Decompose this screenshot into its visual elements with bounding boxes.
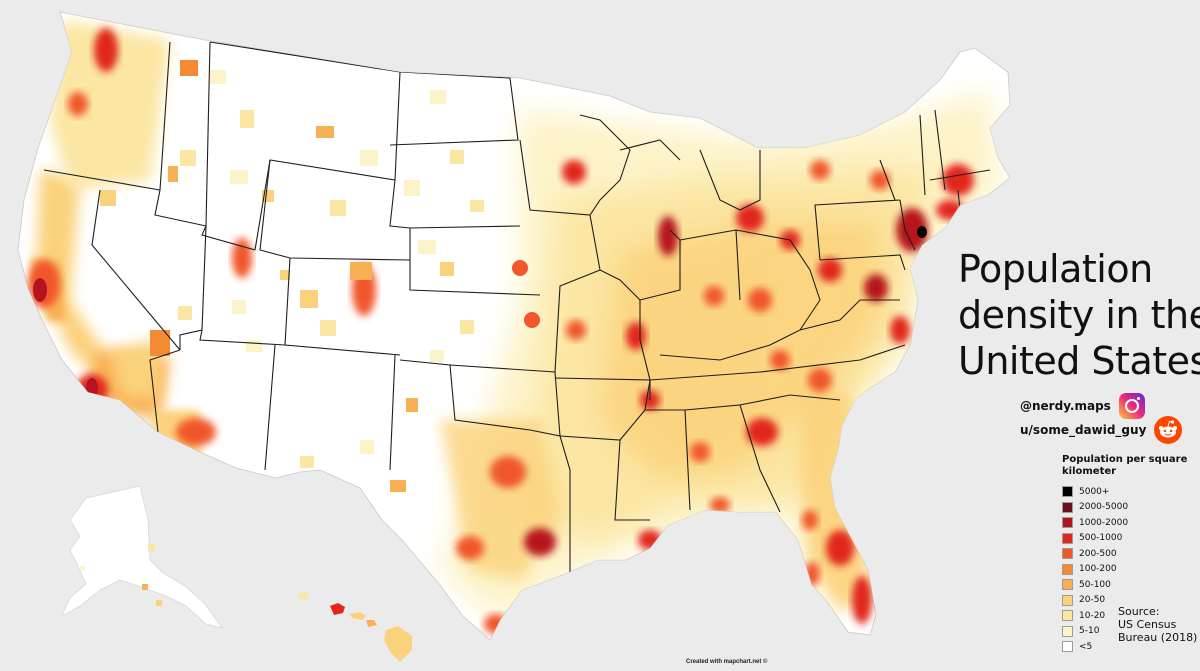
title-line-2: density in the [958,293,1200,337]
legend-label: 20-50 [1079,595,1106,606]
legend-label: 10-20 [1079,610,1106,621]
density-legend: Population per square kilometer 5000+ 200… [1062,454,1194,655]
legend-label: 200-500 [1079,548,1117,559]
state-borders [43,41,991,580]
reddit-handle[interactable]: u/some_dawid_guy [1020,423,1147,437]
legend-item: 1000-2000 [1062,515,1194,531]
legend-label: 50-100 [1079,579,1111,590]
map-title: Population density in the United States [958,246,1200,384]
legend-label: 5000+ [1079,486,1110,497]
legend-label: 2000-5000 [1079,502,1129,513]
legend-item: 5000+ [1062,484,1194,500]
legend-label: <5 [1079,641,1093,652]
instagram-icon[interactable] [1118,393,1145,419]
legend-swatch [1062,641,1073,653]
legend-swatch [1062,563,1073,575]
legend-swatch [1062,610,1073,622]
density-layer [28,20,1000,634]
legend-swatch [1062,548,1073,560]
legend-swatch [1062,594,1073,606]
source-line-1: US Census [1118,618,1177,631]
title-line-3: United States [958,339,1200,383]
instagram-credit[interactable]: @nerdy.maps [1020,392,1145,420]
legend-item: 100-200 [1062,562,1194,578]
legend-item: 50-100 [1062,577,1194,593]
legend-swatch [1062,625,1073,637]
legend-item: 5-10 [1062,624,1194,640]
legend-item: 10-20 [1062,608,1194,624]
legend-label: 1000-2000 [1079,517,1129,528]
alaska-density [80,544,162,606]
legend-swatch [1062,517,1073,529]
reddit-credit[interactable]: u/some_dawid_guy [1020,416,1183,444]
legend-item: 20-50 [1062,593,1194,609]
hawaii-shape [298,592,412,662]
source-note: Source: US Census Bureau (2018) [1118,605,1197,644]
legend-item: 200-500 [1062,546,1194,562]
legend-label: 5-10 [1079,626,1100,637]
legend-item: <5 [1062,639,1194,655]
legend-label: 500-1000 [1079,533,1123,544]
legend-swatch [1062,579,1073,591]
title-line-1: Population [958,247,1153,291]
legend-swatch [1062,501,1073,513]
reddit-icon[interactable] [1154,416,1183,444]
alaska-shape [61,485,223,629]
legend-item: 2000-5000 [1062,500,1194,516]
source-line-2: Bureau (2018) [1118,631,1198,644]
legend-swatch [1062,486,1073,498]
source-label: Source: [1118,605,1160,618]
instagram-handle[interactable]: @nerdy.maps [1020,399,1111,413]
legend-label: 100-200 [1079,564,1117,575]
legend-swatch [1062,532,1073,544]
legend-title: Population per square kilometer [1062,454,1188,477]
mapchart-credit: Created with mapchart.net © [686,659,768,665]
legend-item: 500-1000 [1062,531,1194,547]
county-blocks [100,60,484,492]
